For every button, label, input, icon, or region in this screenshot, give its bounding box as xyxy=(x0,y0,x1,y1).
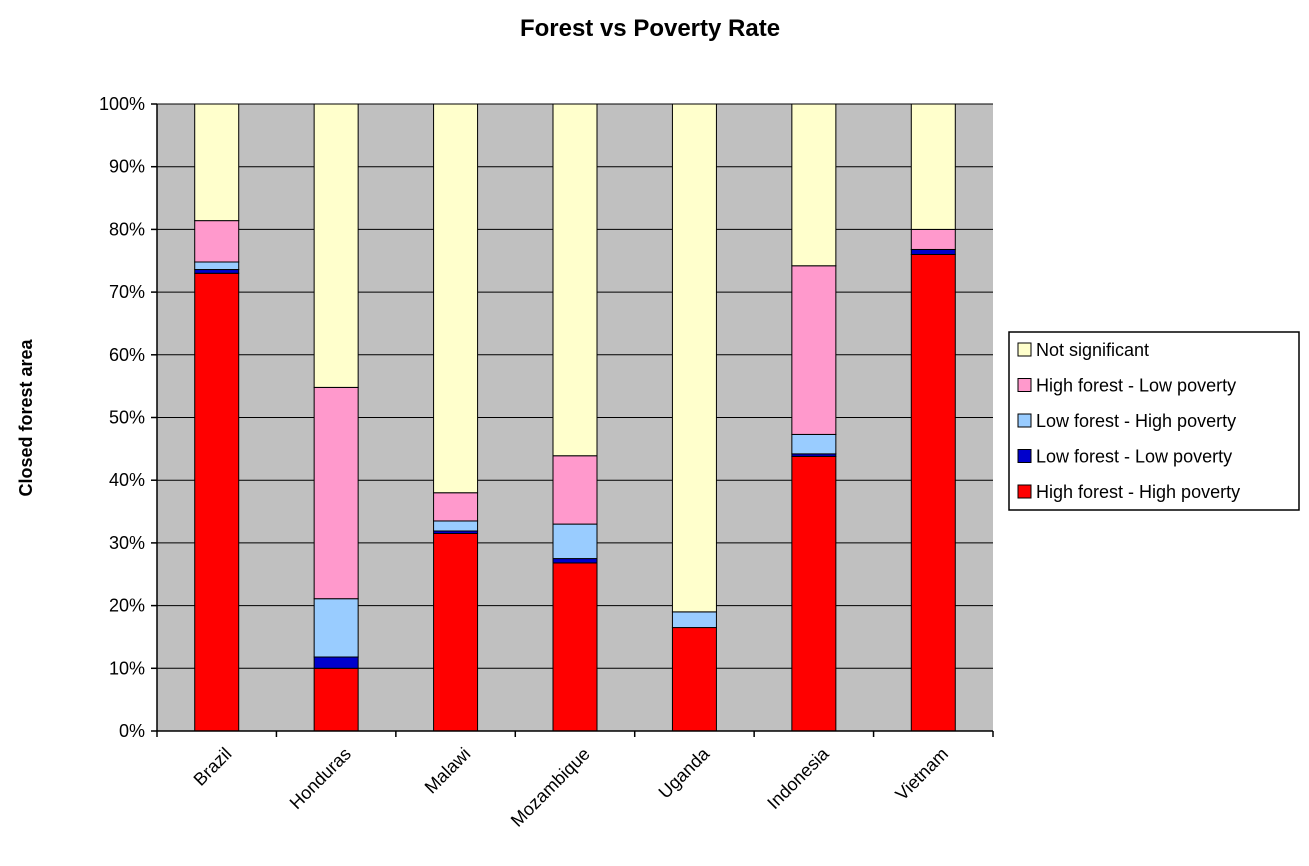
y-tick-label: 50% xyxy=(109,408,145,428)
bar-segment-low-forest-high-poverty xyxy=(552,523,598,560)
bar-segment-not-significant xyxy=(552,103,598,457)
bar-stack-vietnam xyxy=(910,103,956,732)
legend-swatch xyxy=(1017,378,1032,392)
bar-segment-low-forest-low-poverty xyxy=(910,248,956,255)
bar-segment-not-significant xyxy=(433,103,479,494)
bar-segment-high-forest-low-poverty xyxy=(552,455,598,525)
y-tick-label: 10% xyxy=(109,658,145,678)
legend-label: Not significant xyxy=(1036,340,1149,360)
bar-segment-high-forest-high-poverty xyxy=(313,667,359,732)
y-tick-label: 30% xyxy=(109,533,145,553)
x-tick-label: Malawi xyxy=(421,744,475,798)
bar-segment-not-significant xyxy=(791,103,837,267)
legend-box xyxy=(1008,331,1300,511)
bar-segment-high-forest-high-poverty xyxy=(433,532,479,732)
bar-stack-honduras xyxy=(313,103,359,732)
bar-segment-low-forest-high-poverty xyxy=(194,261,240,271)
y-axis: 0% 10% 20% 30% 40% 50% 60% 70% 80% 90% 100% xyxy=(99,94,158,741)
bar-segment-high-forest-high-poverty xyxy=(791,455,837,732)
y-axis-title: Closed forest area xyxy=(16,338,36,496)
bar-stack-mozambique xyxy=(552,103,598,732)
y-tick-label: 60% xyxy=(109,345,145,365)
bar-segment-not-significant xyxy=(194,103,240,222)
bars xyxy=(194,103,956,732)
bar-segment-high-forest-high-poverty xyxy=(194,272,240,732)
bar-segment-low-forest-low-poverty xyxy=(552,558,598,564)
bar-segment-high-forest-low-poverty xyxy=(313,386,359,600)
bar-stack-indonesia xyxy=(791,103,837,732)
x-tick-label: Vietnam xyxy=(892,744,953,805)
y-tick-label: 40% xyxy=(109,470,145,490)
x-tick-label: Honduras xyxy=(286,744,355,813)
bar-segment-low-forest-high-poverty xyxy=(433,520,479,532)
legend-swatch xyxy=(1017,413,1032,428)
legend-swatch xyxy=(1017,342,1032,357)
legend-swatch xyxy=(1017,484,1032,499)
y-tick-label: 100% xyxy=(99,94,145,114)
bar-segment-low-forest-high-poverty xyxy=(671,611,717,629)
y-tick-label: 90% xyxy=(109,157,145,177)
x-axis: Brazil Honduras Malawi Mozambique Uganda Indo… xyxy=(156,730,994,831)
bar-segment-high-forest-high-poverty xyxy=(552,562,598,732)
x-tick-label: Uganda xyxy=(655,743,714,802)
bar-stack-brazil xyxy=(194,103,240,732)
legend-item-high-forest-high-poverty: High forest - High poverty xyxy=(1017,482,1240,502)
y-tick-label: 70% xyxy=(109,282,145,302)
y-tick-label: 0% xyxy=(119,721,145,741)
x-tick-label: Brazil xyxy=(190,744,236,790)
bar-segment-low-forest-high-poverty xyxy=(313,598,359,658)
bar-segment-low-forest-low-poverty xyxy=(313,656,359,669)
bar-segment-high-forest-low-poverty xyxy=(194,220,240,263)
chart-title: Forest vs Poverty Rate xyxy=(520,15,780,42)
bar-segment-low-forest-low-poverty xyxy=(194,269,240,274)
x-tick-label: Indonesia xyxy=(763,743,833,813)
x-tick-label: Mozambique xyxy=(507,744,594,831)
legend: Not significant High forest - Low poverty… xyxy=(1008,331,1300,511)
bar-stack-malawi xyxy=(433,103,479,732)
bar-segment-high-forest-high-poverty xyxy=(671,627,717,732)
legend-label: Low forest - Low poverty xyxy=(1036,447,1232,467)
legend-label: Low forest - High poverty xyxy=(1036,411,1236,431)
y-tick-label: 20% xyxy=(109,596,145,616)
legend-item-not-significant: Not significant xyxy=(1017,340,1149,360)
legend-item-low-forest-high-poverty: Low forest - High poverty xyxy=(1017,411,1236,431)
bar-segment-not-significant xyxy=(910,103,956,230)
bar-stack-uganda xyxy=(671,103,717,732)
bar-segment-high-forest-low-poverty xyxy=(910,228,956,250)
bar-segment-low-forest-high-poverty xyxy=(791,433,837,455)
bar-segment-not-significant xyxy=(671,103,717,613)
legend-label: High forest - Low poverty xyxy=(1036,376,1236,396)
bar-segment-high-forest-low-poverty xyxy=(791,265,837,435)
legend-swatch xyxy=(1017,449,1032,463)
bar-segment-high-forest-high-poverty xyxy=(910,253,956,732)
legend-item-high-forest-low-poverty: High forest - Low poverty xyxy=(1017,376,1236,396)
legend-item-low-forest-low-poverty: Low forest - Low poverty xyxy=(1017,447,1232,467)
y-tick-label: 80% xyxy=(109,219,145,239)
bar-segment-not-significant xyxy=(313,103,359,388)
legend-label: High forest - High poverty xyxy=(1036,482,1240,502)
bar-segment-high-forest-low-poverty xyxy=(433,492,479,522)
